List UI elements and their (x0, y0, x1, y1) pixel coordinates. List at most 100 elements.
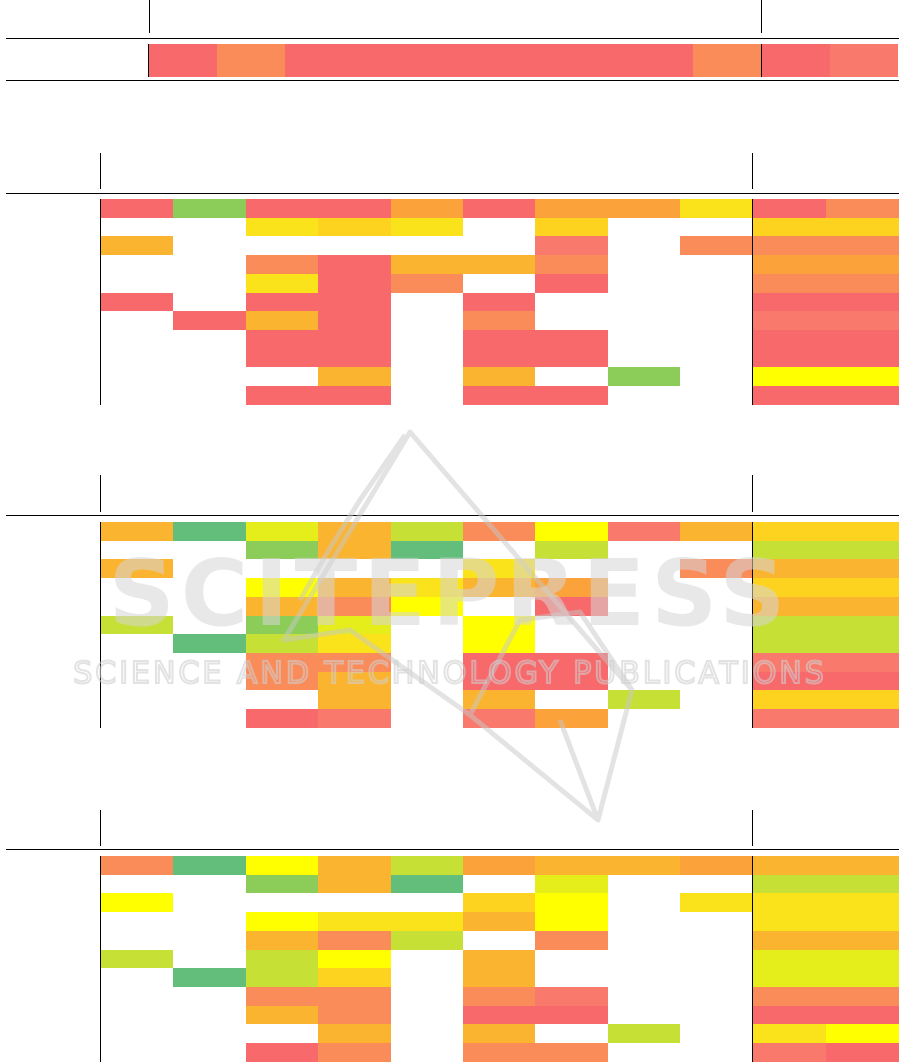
summary-cell (753, 293, 826, 311)
summary-cell (826, 578, 899, 597)
summary-cell (826, 987, 899, 1006)
heatmap-cell (318, 255, 391, 274)
heatmap-cell (680, 522, 753, 541)
heatmap-cell (318, 950, 391, 968)
header-divider-right (752, 475, 753, 512)
heatmap-cell (101, 616, 173, 634)
heatmap-cell (318, 218, 391, 236)
summary-cell (753, 653, 826, 672)
heatmap-cell (535, 274, 608, 293)
header-rule (6, 38, 899, 39)
heatmap-cell (318, 349, 391, 367)
heatmap-cell (318, 968, 391, 987)
heatmap-cell (246, 311, 318, 330)
summary-cell (753, 386, 826, 405)
summary-cell (753, 330, 826, 349)
summary-cell (826, 1024, 899, 1043)
heatmap-cell (318, 199, 391, 218)
heatmap-cell (535, 912, 608, 931)
heatmap-cell (246, 255, 318, 274)
body-divider-left (148, 44, 149, 77)
heatmap-cell (318, 1006, 391, 1024)
summary-cell (753, 349, 826, 367)
heatmap-cell (246, 218, 318, 236)
summary-cell (826, 255, 899, 274)
heatmap-cell (463, 293, 535, 311)
body-divider-right (752, 522, 753, 728)
summary-cell (753, 634, 826, 653)
heatmap-cell (463, 199, 535, 218)
heatmap-cell (173, 634, 246, 653)
summary-cell (753, 597, 826, 616)
header-divider-right (761, 0, 762, 33)
heatmap-cell (391, 912, 463, 931)
heatmap-cell (318, 311, 391, 330)
summary-cell (826, 893, 899, 912)
header-divider-left (100, 153, 101, 189)
summary-cell (753, 968, 826, 987)
summary-cell (753, 367, 826, 386)
heatmap-cell (246, 199, 318, 218)
heatmap-cell (391, 856, 463, 875)
heatmap-cell (680, 856, 753, 875)
heatmap-cell (463, 255, 535, 274)
summary-cell (826, 968, 899, 987)
summary-cell (826, 690, 899, 709)
heatmap-cell (318, 330, 391, 349)
summary-cell (826, 672, 899, 690)
heatmap-cell (535, 236, 608, 255)
summary-cell (753, 709, 826, 728)
heatmap-cell (149, 44, 217, 77)
heatmap-cell (463, 367, 535, 386)
heatmap-cell (535, 893, 608, 912)
heatmap-cell (608, 856, 680, 875)
heatmap-cell (608, 367, 680, 386)
heatmap-cell (489, 44, 557, 77)
heatmap-cell (421, 44, 489, 77)
header-divider-left (149, 0, 150, 33)
summary-cell (753, 522, 826, 541)
heatmap-cell (535, 330, 608, 349)
heatmap-cell (535, 856, 608, 875)
heatmap-cell (353, 44, 421, 77)
heatmap-cell (246, 386, 318, 405)
heatmap-cell (535, 349, 608, 367)
body-divider-left (100, 856, 101, 1062)
heatmap-cell (463, 349, 535, 367)
summary-cell (753, 1024, 826, 1043)
summary-cell (826, 709, 899, 728)
heatmap-cell (535, 987, 608, 1006)
summary-cell (753, 875, 826, 893)
heatmap-cell (463, 330, 535, 349)
header-divider-left (100, 810, 101, 846)
summary-cell (826, 931, 899, 950)
summary-cell (753, 578, 826, 597)
summary-cell (826, 597, 899, 616)
heatmap-cell (463, 1043, 535, 1062)
heatmap-cell (101, 522, 173, 541)
heatmap-cell (693, 44, 761, 77)
heatmap-cell (391, 274, 463, 293)
summary-cell (753, 912, 826, 931)
heatmap-cell (680, 893, 753, 912)
heatmap-cell (246, 274, 318, 293)
body-divider-right (752, 856, 753, 1062)
heatmap-cell (463, 968, 535, 987)
heatmap-cell (246, 912, 318, 931)
header-rule (6, 193, 899, 194)
summary-cell (826, 912, 899, 931)
summary-cell (826, 330, 899, 349)
heatmap-cell (680, 236, 753, 255)
heatmap-cell (246, 1006, 318, 1024)
summary-cell (826, 559, 899, 578)
summary-cell (753, 987, 826, 1006)
summary-cell (753, 856, 826, 875)
summary-cell (753, 672, 826, 690)
summary-cell (826, 218, 899, 236)
heatmap-cell (318, 274, 391, 293)
heatmap-cell (318, 1043, 391, 1062)
summary-cell (826, 386, 899, 405)
summary-cell (826, 541, 899, 559)
summary-cell (753, 893, 826, 912)
